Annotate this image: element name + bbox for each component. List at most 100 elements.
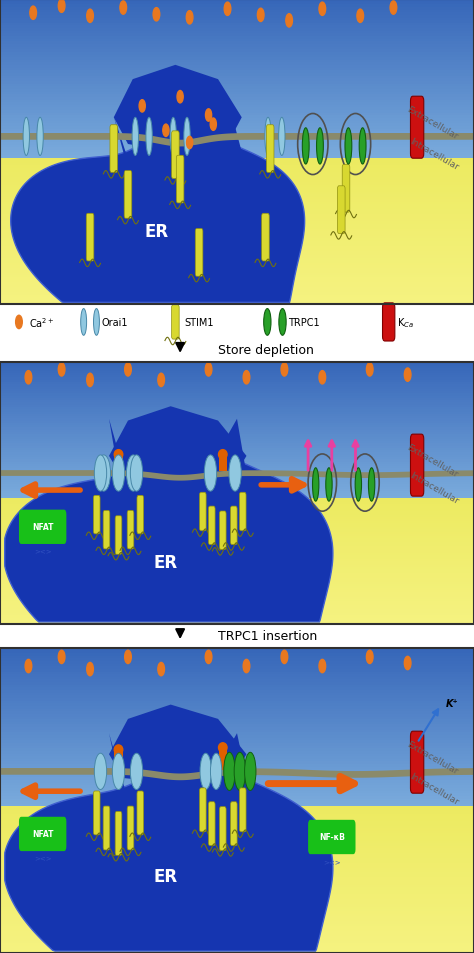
Bar bbox=[0, 66, 474, 69]
Bar bbox=[0, 453, 474, 456]
Bar bbox=[0, 449, 474, 451]
Bar bbox=[0, 474, 474, 476]
Bar bbox=[0, 853, 474, 856]
Bar bbox=[0, 620, 474, 622]
Ellipse shape bbox=[130, 456, 143, 492]
Bar bbox=[0, 586, 474, 589]
Bar bbox=[0, 675, 474, 678]
Ellipse shape bbox=[355, 468, 362, 501]
Bar bbox=[0, 494, 474, 497]
Bar bbox=[0, 156, 474, 158]
Circle shape bbox=[319, 659, 326, 673]
Circle shape bbox=[139, 101, 145, 113]
Ellipse shape bbox=[94, 456, 107, 492]
Bar bbox=[0, 519, 474, 521]
Bar bbox=[0, 42, 474, 45]
FancyBboxPatch shape bbox=[410, 732, 424, 793]
Bar bbox=[0, 151, 474, 153]
Bar bbox=[0, 339, 474, 360]
FancyBboxPatch shape bbox=[308, 820, 356, 854]
Circle shape bbox=[224, 3, 231, 16]
Bar bbox=[0, 18, 474, 21]
Bar bbox=[0, 785, 474, 788]
Bar bbox=[0, 451, 474, 453]
Circle shape bbox=[187, 137, 192, 150]
Ellipse shape bbox=[317, 129, 323, 165]
Bar bbox=[0, 283, 474, 286]
Bar bbox=[0, 614, 474, 616]
Bar bbox=[0, 0, 474, 305]
Circle shape bbox=[25, 372, 32, 385]
Bar bbox=[0, 502, 474, 505]
Bar bbox=[0, 439, 474, 441]
Ellipse shape bbox=[112, 754, 125, 790]
Bar bbox=[0, 513, 474, 516]
Bar bbox=[0, 27, 474, 30]
Bar bbox=[0, 437, 474, 439]
Bar bbox=[0, 183, 474, 186]
Circle shape bbox=[319, 3, 326, 16]
Bar bbox=[0, 516, 474, 517]
Bar bbox=[0, 751, 474, 754]
Bar bbox=[0, 88, 474, 90]
Bar bbox=[0, 759, 474, 761]
Circle shape bbox=[205, 651, 212, 664]
Bar bbox=[0, 538, 474, 540]
Bar bbox=[0, 300, 474, 302]
Bar bbox=[0, 826, 474, 828]
FancyBboxPatch shape bbox=[410, 97, 424, 159]
Text: Extracellular: Extracellular bbox=[406, 739, 460, 775]
Bar bbox=[0, 480, 474, 482]
Bar bbox=[0, 410, 474, 412]
Bar bbox=[0, 239, 474, 241]
Bar bbox=[0, 487, 474, 489]
Bar bbox=[0, 669, 474, 672]
FancyBboxPatch shape bbox=[115, 812, 122, 856]
Bar bbox=[0, 923, 474, 926]
Ellipse shape bbox=[264, 309, 271, 336]
Circle shape bbox=[158, 662, 164, 676]
Bar bbox=[0, 396, 474, 398]
Bar bbox=[0, 234, 474, 236]
Bar bbox=[0, 862, 474, 865]
Bar bbox=[0, 171, 474, 173]
Text: STIM1: STIM1 bbox=[184, 317, 213, 328]
Bar bbox=[0, 706, 474, 709]
Bar bbox=[0, 648, 474, 953]
Bar bbox=[0, 214, 474, 217]
Bar bbox=[0, 909, 474, 911]
Bar bbox=[0, 459, 474, 462]
Bar bbox=[0, 831, 474, 834]
FancyBboxPatch shape bbox=[266, 126, 274, 173]
Bar bbox=[0, 382, 474, 385]
Bar bbox=[0, 500, 474, 502]
Bar bbox=[0, 523, 474, 526]
Bar bbox=[0, 948, 474, 950]
Bar bbox=[0, 682, 474, 685]
FancyBboxPatch shape bbox=[127, 511, 134, 549]
Bar bbox=[0, 941, 474, 943]
Bar bbox=[0, 433, 474, 435]
Bar bbox=[0, 688, 474, 690]
Bar bbox=[0, 364, 474, 367]
Bar bbox=[0, 148, 474, 151]
Bar bbox=[0, 693, 474, 696]
Bar bbox=[0, 733, 474, 736]
Bar bbox=[0, 856, 474, 858]
Bar bbox=[0, 902, 474, 904]
Bar bbox=[0, 247, 474, 249]
Ellipse shape bbox=[312, 468, 319, 501]
Ellipse shape bbox=[265, 118, 271, 156]
Ellipse shape bbox=[184, 118, 190, 156]
Bar bbox=[0, 10, 474, 13]
Bar bbox=[0, 252, 474, 253]
FancyBboxPatch shape bbox=[209, 801, 215, 845]
Bar bbox=[0, 213, 474, 214]
Bar bbox=[0, 6, 474, 8]
Bar bbox=[0, 778, 474, 781]
FancyBboxPatch shape bbox=[200, 493, 206, 531]
Bar bbox=[0, 767, 474, 770]
Bar bbox=[0, 374, 474, 375]
Bar bbox=[0, 530, 474, 532]
Bar bbox=[0, 814, 474, 817]
